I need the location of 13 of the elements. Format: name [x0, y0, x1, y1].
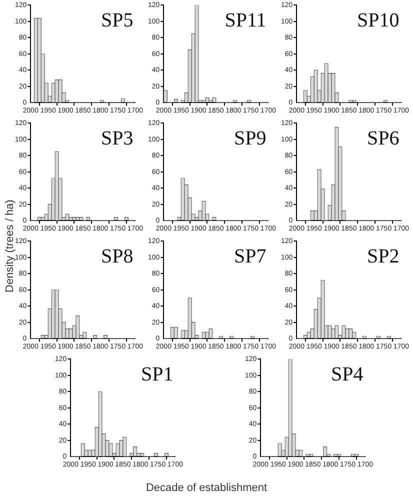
chart-title: SP7: [234, 245, 266, 268]
chart-title: SP10: [356, 9, 400, 32]
chart-title: SP2: [366, 245, 400, 268]
x-axis-title: Decade of establishment: [144, 482, 268, 494]
chart-title: SP1: [140, 363, 173, 386]
chart-title: SP4: [330, 363, 363, 386]
chart-title: SP3: [100, 127, 134, 150]
chart-title: SP9: [234, 127, 266, 150]
chart-title: SP5: [100, 9, 134, 32]
y-axis-title: Density (trees / ha): [4, 198, 16, 294]
chart-title: SP6: [366, 127, 400, 150]
chart-title: SP8: [100, 245, 134, 268]
chart-title: SP11: [224, 9, 266, 32]
